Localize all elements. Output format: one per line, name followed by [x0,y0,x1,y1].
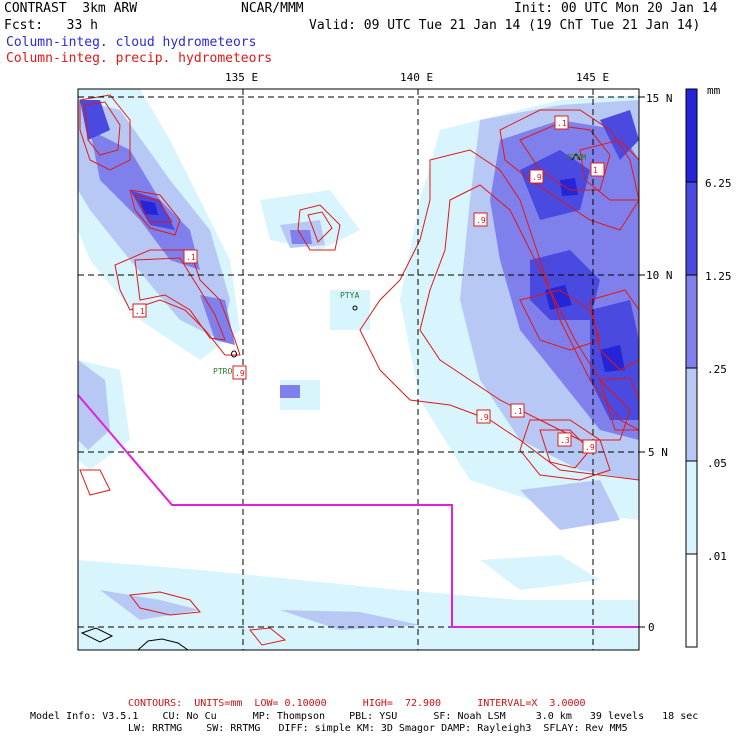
colorbar-segment [686,368,697,461]
map-frame [77,88,640,651]
station-ptro: PTRO [213,367,232,376]
contour-label-text: .1 [557,119,567,128]
station-ptkm: PTKM [567,153,586,162]
colorbar-label-0-25: .25 [707,363,727,376]
contour-label-text: .3 [560,436,570,445]
lat-label-0: 0 [648,621,655,634]
contour-label-text: .1 [186,253,196,262]
colorbar-label-1-25: 1.25 [705,270,732,283]
contour-label-text: .9 [585,443,595,452]
colorbar-segment [686,461,697,554]
forecast-hour: Fcst: 33 h [4,18,98,33]
model-title: CONTRAST 3km ARW [4,1,138,16]
colorbar-label-0-01: .01 [707,550,727,563]
contour-label: .1 [132,303,147,318]
model-info-line2: LW: RRTMG SW: RRTMG DIFF: simple KM: 3D … [128,723,628,734]
init-time: Init: 00 UTC Mon 20 Jan 14 [514,1,718,16]
contour-label-text: .9 [532,173,542,182]
lat-ticks [639,96,645,628]
contour-label: .9 [232,365,247,380]
lat-label-10n: 10 N [646,269,673,282]
colorbar-segment [686,182,697,275]
contour-label: .1 [183,249,198,264]
contour-label: .9 [473,212,488,227]
contour-label: .3 [557,432,572,447]
contours-info: CONTOURS: UNITS=mm LOW= 0.10000 HIGH= 72… [128,698,586,709]
lon-label-140: 140 E [400,71,434,84]
valid-time: Valid: 09 UTC Tue 21 Jan 14 (19 ChT Tue … [309,18,701,33]
colorbar-segment [686,554,697,647]
contour-label-text: .9 [476,216,486,225]
contour-labels: .1 .1 .9 .9 .1 .1 1 .9 .9 .3 .9 [132,115,605,454]
contour-label-text: .1 [135,307,145,316]
boundary-line [77,394,639,628]
contour-label-text: .9 [479,413,489,422]
lat-label-5n: 5 N [648,446,668,459]
colorbar-label-0-05: .05 [707,457,727,470]
model-info-line1: Model Info: V3.5.1 CU: No Cu MP: Thompso… [30,711,699,722]
colorbar-segment [686,89,697,182]
contour-label: 1 [590,162,605,177]
contour-label-text: 1 [593,166,598,175]
lon-label-135: 135 E [225,71,259,84]
field-precip-title: Column-integ. precip. hydrometeors [6,51,273,66]
center-label: NCAR/MMM [241,1,304,16]
colorbar [685,88,698,648]
lon-label-145: 145 E [576,71,610,84]
lat-label-15n: 15 N [646,92,673,105]
field-cloud-title: Column-integ. cloud hydrometeors [6,35,257,50]
coastlines [80,153,581,650]
contour-label: .1 [554,115,569,130]
precip-contours [79,94,639,646]
contour-label: .9 [476,409,491,424]
station-ptya: PTYA [340,291,359,300]
contour-label: .9 [529,169,544,184]
colorbar-segment [686,275,697,368]
colorbar-label-6-25: 6.25 [705,177,732,190]
colorbar-unit: mm [707,84,721,97]
contour-label-text: .9 [235,369,245,378]
contour-label-text: .1 [513,407,523,416]
contour-label: .9 [582,439,597,454]
contour-label: .1 [510,403,525,418]
